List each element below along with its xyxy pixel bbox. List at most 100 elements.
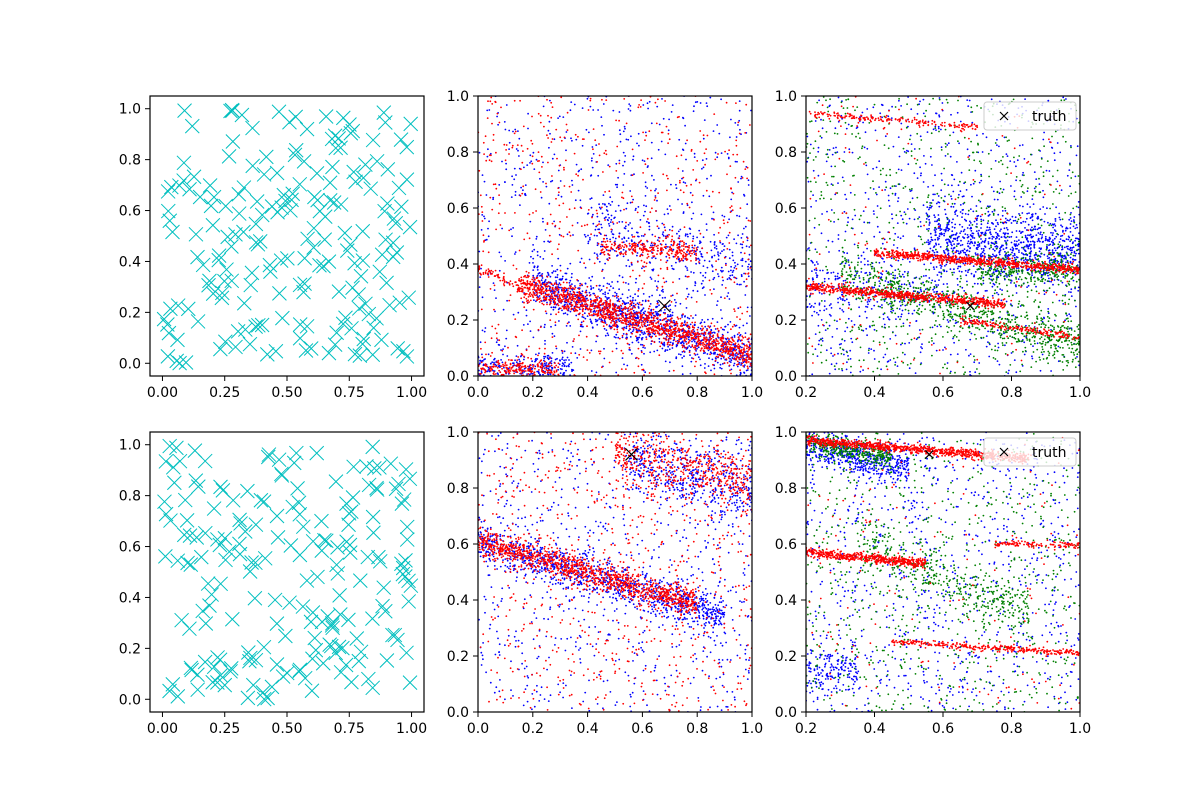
point	[634, 306, 636, 309]
point	[624, 317, 626, 320]
point	[575, 293, 577, 296]
point	[639, 326, 642, 329]
point	[592, 287, 595, 289]
point	[697, 326, 700, 329]
point	[537, 288, 539, 290]
point	[678, 327, 680, 330]
point	[598, 220, 601, 223]
point	[634, 299, 637, 302]
point	[619, 308, 621, 311]
point	[654, 326, 656, 329]
point	[606, 218, 609, 221]
point	[497, 275, 499, 277]
point	[661, 297, 664, 299]
point	[671, 347, 674, 349]
point	[531, 142, 534, 145]
point	[531, 250, 534, 253]
point	[740, 349, 743, 351]
point	[650, 316, 653, 319]
point	[524, 370, 527, 372]
point	[746, 338, 749, 341]
y-tick-label: 0.4	[447, 257, 469, 273]
point	[623, 363, 625, 366]
point	[681, 346, 684, 349]
point	[538, 347, 541, 350]
point	[729, 346, 732, 348]
point	[493, 289, 496, 291]
point	[478, 268, 481, 271]
point	[662, 337, 665, 340]
point	[569, 290, 572, 293]
point	[667, 177, 669, 180]
point	[369, 310, 384, 326]
point	[518, 358, 520, 361]
point	[663, 330, 665, 333]
point	[236, 295, 252, 311]
point	[592, 222, 595, 225]
point	[716, 333, 719, 335]
point	[653, 249, 655, 252]
point	[746, 369, 749, 371]
point	[653, 199, 656, 201]
point	[681, 177, 683, 180]
point	[554, 295, 557, 298]
point	[674, 326, 677, 329]
point	[515, 148, 518, 150]
point	[619, 307, 621, 310]
point	[646, 317, 649, 320]
point	[372, 264, 388, 280]
point	[719, 363, 722, 366]
point	[682, 176, 685, 179]
point	[738, 349, 741, 352]
point	[736, 360, 739, 363]
point	[625, 245, 628, 248]
point	[504, 159, 507, 162]
point	[551, 290, 554, 293]
point	[666, 342, 669, 344]
point	[269, 165, 285, 181]
point	[647, 307, 650, 310]
point	[712, 336, 714, 338]
point	[502, 283, 505, 285]
point	[745, 245, 748, 248]
point	[548, 234, 551, 237]
point	[559, 136, 562, 139]
point	[651, 294, 653, 297]
point	[484, 341, 487, 344]
point	[716, 361, 719, 364]
point	[565, 307, 568, 310]
point	[511, 235, 513, 238]
point	[569, 293, 571, 295]
point	[601, 245, 604, 248]
point	[624, 243, 626, 246]
point	[744, 294, 747, 296]
point	[573, 293, 576, 296]
point	[514, 359, 516, 362]
point	[625, 207, 628, 210]
point	[567, 300, 570, 303]
point	[699, 335, 702, 338]
point	[526, 147, 529, 150]
point	[594, 228, 597, 231]
y-tick-label: 0.2	[447, 313, 469, 329]
point	[494, 275, 496, 277]
point	[666, 189, 668, 192]
point	[715, 355, 718, 358]
point	[710, 249, 713, 252]
point	[742, 365, 744, 367]
point	[377, 203, 392, 219]
point	[509, 362, 512, 365]
point	[736, 363, 738, 366]
point	[618, 162, 621, 165]
point	[634, 293, 636, 296]
point	[606, 282, 609, 285]
point	[726, 221, 729, 224]
point	[479, 194, 482, 197]
point	[492, 363, 495, 366]
point	[594, 313, 597, 316]
point	[559, 264, 562, 267]
point	[643, 204, 645, 207]
point	[626, 364, 629, 367]
point	[689, 334, 692, 337]
point	[690, 330, 693, 332]
